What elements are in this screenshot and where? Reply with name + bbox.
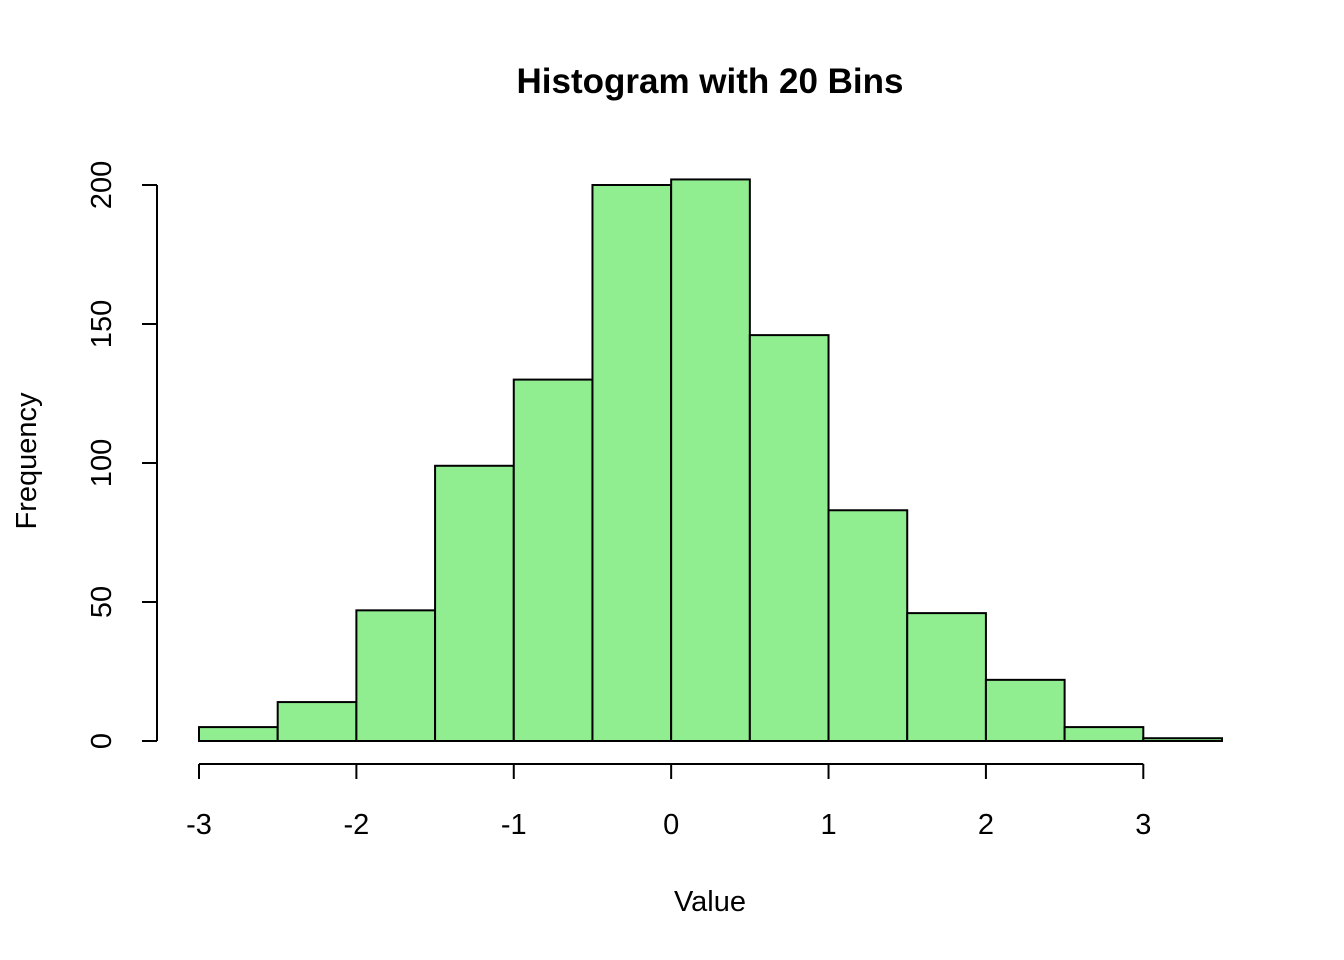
histogram-bar	[906, 612, 987, 742]
histogram-bar	[1142, 737, 1224, 742]
y-tick-label: 100	[86, 439, 118, 487]
y-tick-label: 0	[86, 733, 118, 749]
x-tick-label: -1	[501, 809, 527, 841]
histogram-bar	[984, 678, 1066, 743]
x-tick-label: 3	[1135, 809, 1151, 841]
histogram-bar	[827, 509, 909, 743]
histogram-bar	[1063, 726, 1145, 742]
y-tick-label: 200	[86, 161, 118, 209]
histogram-bar	[670, 178, 751, 742]
histogram-bar	[591, 184, 673, 742]
x-tick-label: 2	[978, 809, 994, 841]
x-tick-label: -3	[186, 809, 212, 841]
histogram-bar	[512, 378, 594, 742]
chart-title: Histogram with 20 Bins	[516, 62, 903, 101]
x-tick-label: 0	[663, 809, 679, 841]
histogram-bar	[198, 726, 279, 742]
histogram-bar	[355, 609, 437, 743]
x-axis-label: Value	[674, 886, 746, 918]
histogram-bar	[276, 701, 358, 743]
histogram-bar	[748, 334, 830, 742]
histogram-bar	[434, 464, 515, 742]
y-axis: 0 50 100 150 200	[86, 161, 158, 749]
x-axis: -3 -2 -1 0 1 2 3	[186, 763, 1151, 841]
y-tick-label: 50	[86, 586, 118, 618]
x-tick-label: -2	[343, 809, 369, 841]
y-tick-label: 150	[86, 300, 118, 348]
x-tick-label: 1	[820, 809, 836, 841]
bars-group	[198, 178, 1224, 743]
y-axis-label: Frequency	[11, 392, 43, 530]
